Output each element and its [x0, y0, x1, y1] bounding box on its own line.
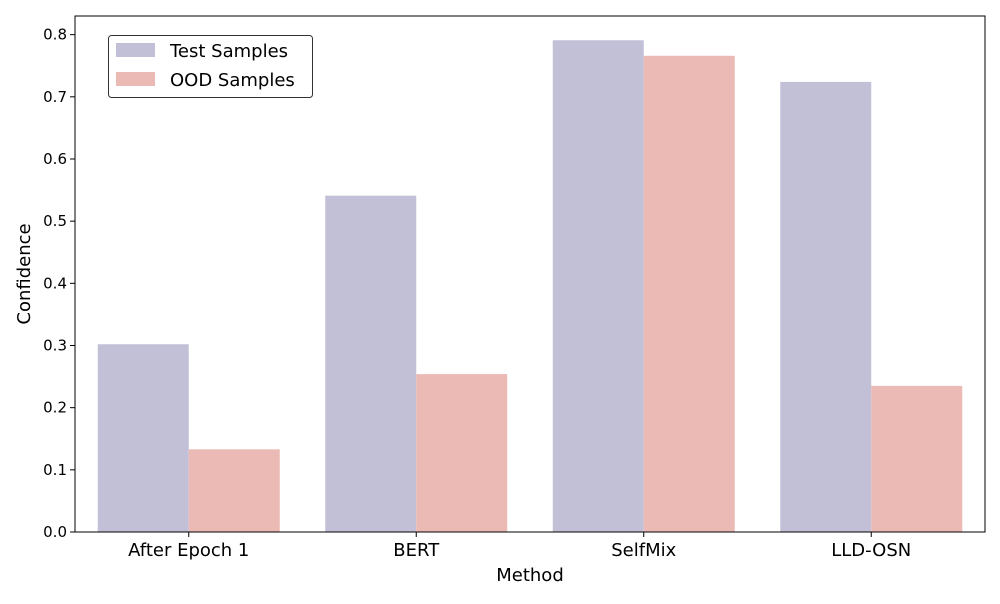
- bar-ood-3: [871, 385, 963, 532]
- x-tick-label: After Epoch 1: [128, 540, 249, 561]
- y-tick-label: 0.5: [43, 212, 67, 230]
- y-axis: 0.0 0.1 0.2 0.3 0.4 0.5 0.6 0.7 0.8: [43, 26, 75, 541]
- bar-test-0: [97, 344, 189, 532]
- y-tick-label: 0.0: [43, 523, 67, 541]
- x-axis-label: Method: [496, 565, 564, 586]
- plot-frame: [74, 15, 986, 533]
- bar-ood-0: [188, 449, 280, 532]
- x-tick-label: BERT: [393, 540, 440, 561]
- y-tick-label: 0.1: [43, 461, 67, 479]
- y-axis-label: Confidence: [14, 223, 35, 324]
- bar-test-1: [325, 195, 417, 532]
- bar-ood-2: [643, 55, 735, 532]
- x-axis: After Epoch 1 BERT SelfMix LLD-OSN: [128, 532, 911, 561]
- y-tick-label: 0.3: [43, 336, 67, 354]
- x-tick-label: SelfMix: [611, 540, 676, 561]
- bar-test-2: [552, 40, 644, 532]
- bar-test-3: [780, 81, 872, 532]
- y-tick-label: 0.6: [43, 150, 67, 168]
- y-tick-label: 0.7: [43, 88, 67, 106]
- y-tick-label: 0.2: [43, 399, 67, 417]
- legend-frame: [108, 35, 313, 98]
- legend-swatch-ood: [116, 72, 155, 86]
- legend-swatch-test: [116, 43, 155, 57]
- legend-label-test: Test Samples: [169, 41, 288, 62]
- bars-layer: [97, 40, 963, 532]
- x-tick-label: LLD-OSN: [831, 540, 911, 561]
- bar-ood-1: [416, 374, 508, 532]
- legend-label-ood: OOD Samples: [170, 70, 295, 91]
- y-tick-label: 0.4: [43, 274, 67, 292]
- y-tick-label: 0.8: [43, 26, 67, 44]
- legend: Test Samples OOD Samples: [108, 35, 313, 98]
